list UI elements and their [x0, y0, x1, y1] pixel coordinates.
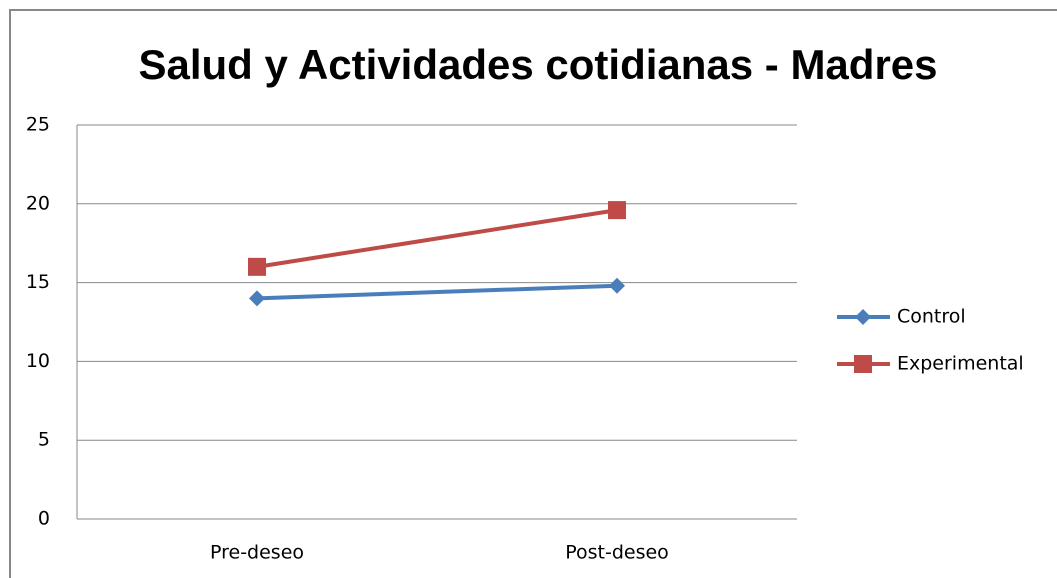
y-tick-label: 20: [26, 192, 50, 214]
marker: [249, 290, 265, 307]
y-tick-label: 25: [26, 114, 50, 136]
marker: [608, 201, 626, 220]
y-tick-label: 0: [38, 508, 50, 530]
marker: [248, 257, 266, 276]
legend-label: Control: [897, 306, 966, 328]
y-tick-label: 5: [38, 429, 50, 451]
series-line: [256, 283, 618, 301]
series-line: [256, 208, 618, 269]
y-tick-label: 15: [26, 271, 50, 293]
legend-marker: [855, 309, 871, 325]
x-tick-label: Post-deseo: [565, 542, 669, 564]
legend-label: Experimental: [897, 353, 1024, 375]
chart-frame: [9, 9, 1057, 578]
x-tick-label: Pre-deseo: [210, 542, 304, 564]
legend-marker: [854, 355, 872, 373]
marker: [609, 277, 625, 294]
chart-title: Salud y Actividades cotidianas - Madres: [138, 41, 937, 88]
y-tick-label: 10: [26, 350, 50, 372]
